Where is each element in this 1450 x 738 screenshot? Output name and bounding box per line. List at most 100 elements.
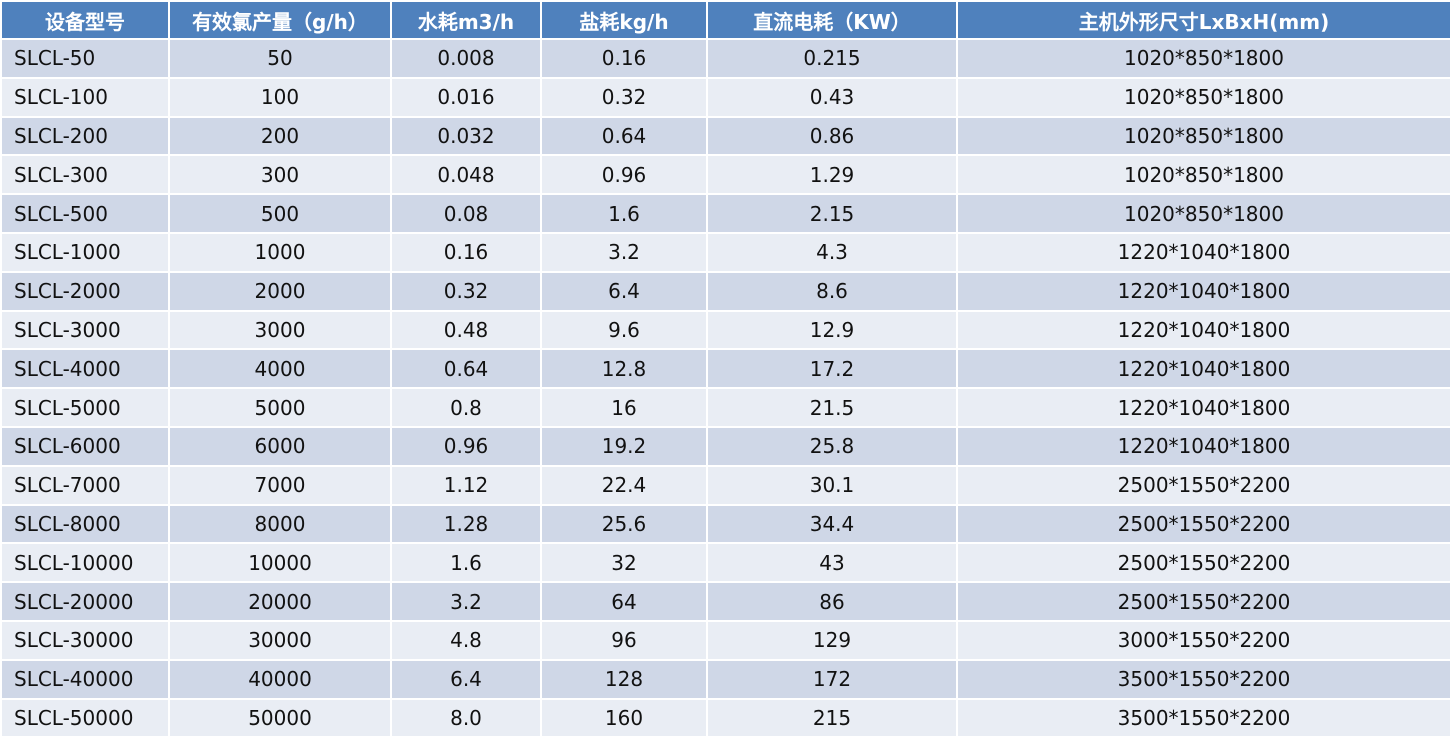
cell-salt-consumption: 9.6 xyxy=(540,309,708,351)
cell-chlorine-output: 6000 xyxy=(168,425,392,467)
cell-water-consumption: 0.16 xyxy=(390,231,542,273)
cell-dimensions: 2500*1550*2200 xyxy=(956,464,1450,506)
cell-dimensions: 1020*850*1800 xyxy=(956,115,1450,157)
cell-model: SLCL-30000 xyxy=(0,619,170,661)
cell-chlorine-output: 3000 xyxy=(168,309,392,351)
table-row: SLCL-20000 20000 3.2 64 86 2500*1550*2200 xyxy=(0,581,1450,622)
cell-water-consumption: 0.64 xyxy=(390,348,542,390)
cell-model: SLCL-100 xyxy=(0,76,170,118)
cell-model: SLCL-300 xyxy=(0,154,170,196)
cell-dimensions: 1220*1040*1800 xyxy=(956,387,1450,428)
cell-dc-power: 0.215 xyxy=(706,38,958,79)
table-row: SLCL-30000 30000 4.8 96 129 3000*1550*2200 xyxy=(0,619,1450,661)
cell-model: SLCL-10000 xyxy=(0,542,170,584)
cell-model: SLCL-7000 xyxy=(0,464,170,506)
cell-chlorine-output: 500 xyxy=(168,193,392,234)
cell-model: SLCL-4000 xyxy=(0,348,170,390)
cell-chlorine-output: 50000 xyxy=(168,697,392,738)
cell-salt-consumption: 19.2 xyxy=(540,425,708,467)
table-row: SLCL-300 300 0.048 0.96 1.29 1020*850*1800 xyxy=(0,154,1450,196)
cell-salt-consumption: 22.4 xyxy=(540,464,708,506)
cell-dc-power: 25.8 xyxy=(706,425,958,467)
cell-dc-power: 86 xyxy=(706,581,958,622)
cell-chlorine-output: 30000 xyxy=(168,619,392,661)
cell-chlorine-output: 2000 xyxy=(168,270,392,312)
cell-model: SLCL-2000 xyxy=(0,270,170,312)
cell-water-consumption: 0.032 xyxy=(390,115,542,157)
header-row: 设备型号 有效氯产量（g/h） 水耗m3/h 盐耗kg/h 直流电耗（KW） 主… xyxy=(0,0,1450,40)
cell-model: SLCL-50000 xyxy=(0,697,170,738)
cell-dc-power: 2.15 xyxy=(706,193,958,234)
cell-dimensions: 1220*1040*1800 xyxy=(956,425,1450,467)
cell-dc-power: 129 xyxy=(706,619,958,661)
cell-salt-consumption: 25.6 xyxy=(540,503,708,545)
table-row: SLCL-50 50 0.008 0.16 0.215 1020*850*1800 xyxy=(0,38,1450,79)
cell-salt-consumption: 1.6 xyxy=(540,193,708,234)
cell-chlorine-output: 1000 xyxy=(168,231,392,273)
cell-model: SLCL-40000 xyxy=(0,658,170,700)
cell-dc-power: 34.4 xyxy=(706,503,958,545)
cell-water-consumption: 0.016 xyxy=(390,76,542,118)
cell-model: SLCL-1000 xyxy=(0,231,170,273)
table-row: SLCL-500 500 0.08 1.6 2.15 1020*850*1800 xyxy=(0,193,1450,234)
table-row: SLCL-6000 6000 0.96 19.2 25.8 1220*1040*1800 xyxy=(0,425,1450,467)
cell-dc-power: 8.6 xyxy=(706,270,958,312)
table-header: 设备型号 有效氯产量（g/h） 水耗m3/h 盐耗kg/h 直流电耗（KW） 主… xyxy=(0,0,1450,40)
table-row: SLCL-7000 7000 1.12 22.4 30.1 2500*1550*2200 xyxy=(0,464,1450,506)
cell-dimensions: 1020*850*1800 xyxy=(956,38,1450,79)
cell-water-consumption: 0.8 xyxy=(390,387,542,428)
cell-chlorine-output: 40000 xyxy=(168,658,392,700)
cell-water-consumption: 0.08 xyxy=(390,193,542,234)
table-row: SLCL-10000 10000 1.6 32 43 2500*1550*2200 xyxy=(0,542,1450,584)
cell-chlorine-output: 20000 xyxy=(168,581,392,622)
cell-dc-power: 17.2 xyxy=(706,348,958,390)
cell-salt-consumption: 0.64 xyxy=(540,115,708,157)
table-row: SLCL-100 100 0.016 0.32 0.43 1020*850*1800 xyxy=(0,76,1450,118)
cell-dc-power: 43 xyxy=(706,542,958,584)
cell-chlorine-output: 5000 xyxy=(168,387,392,428)
cell-salt-consumption: 0.96 xyxy=(540,154,708,196)
cell-dimensions: 1020*850*1800 xyxy=(956,154,1450,196)
cell-chlorine-output: 200 xyxy=(168,115,392,157)
cell-chlorine-output: 10000 xyxy=(168,542,392,584)
cell-water-consumption: 4.8 xyxy=(390,619,542,661)
cell-model: SLCL-6000 xyxy=(0,425,170,467)
cell-water-consumption: 0.32 xyxy=(390,270,542,312)
cell-salt-consumption: 96 xyxy=(540,619,708,661)
cell-dimensions: 1220*1040*1800 xyxy=(956,231,1450,273)
header-dc-power: 直流电耗（KW） xyxy=(706,0,958,40)
cell-model: SLCL-200 xyxy=(0,115,170,157)
cell-water-consumption: 1.6 xyxy=(390,542,542,584)
cell-water-consumption: 8.0 xyxy=(390,697,542,738)
cell-water-consumption: 6.4 xyxy=(390,658,542,700)
cell-dimensions: 3500*1550*2200 xyxy=(956,697,1450,738)
cell-chlorine-output: 8000 xyxy=(168,503,392,545)
cell-model: SLCL-3000 xyxy=(0,309,170,351)
table-row: SLCL-3000 3000 0.48 9.6 12.9 1220*1040*1800 xyxy=(0,309,1450,351)
table-row: SLCL-200 200 0.032 0.64 0.86 1020*850*1800 xyxy=(0,115,1450,157)
cell-dimensions: 1020*850*1800 xyxy=(956,193,1450,234)
cell-model: SLCL-50 xyxy=(0,38,170,79)
cell-water-consumption: 0.96 xyxy=(390,425,542,467)
cell-salt-consumption: 0.32 xyxy=(540,76,708,118)
table-body: SLCL-50 50 0.008 0.16 0.215 1020*850*1800 SLCL… xyxy=(0,38,1450,738)
cell-dimensions: 1020*850*1800 xyxy=(956,76,1450,118)
cell-dc-power: 30.1 xyxy=(706,464,958,506)
cell-chlorine-output: 50 xyxy=(168,38,392,79)
cell-dc-power: 1.29 xyxy=(706,154,958,196)
cell-chlorine-output: 7000 xyxy=(168,464,392,506)
table-row: SLCL-2000 2000 0.32 6.4 8.6 1220*1040*1800 xyxy=(0,270,1450,312)
cell-water-consumption: 0.48 xyxy=(390,309,542,351)
cell-dimensions: 1220*1040*1800 xyxy=(956,348,1450,390)
cell-salt-consumption: 32 xyxy=(540,542,708,584)
header-water-consumption: 水耗m3/h xyxy=(390,0,542,40)
cell-dimensions: 2500*1550*2200 xyxy=(956,542,1450,584)
cell-dimensions: 1220*1040*1800 xyxy=(956,309,1450,351)
cell-dc-power: 215 xyxy=(706,697,958,738)
table-row: SLCL-8000 8000 1.28 25.6 34.4 2500*1550*2200 xyxy=(0,503,1450,545)
cell-dc-power: 12.9 xyxy=(706,309,958,351)
cell-model: SLCL-8000 xyxy=(0,503,170,545)
cell-salt-consumption: 64 xyxy=(540,581,708,622)
cell-dimensions: 2500*1550*2200 xyxy=(956,581,1450,622)
